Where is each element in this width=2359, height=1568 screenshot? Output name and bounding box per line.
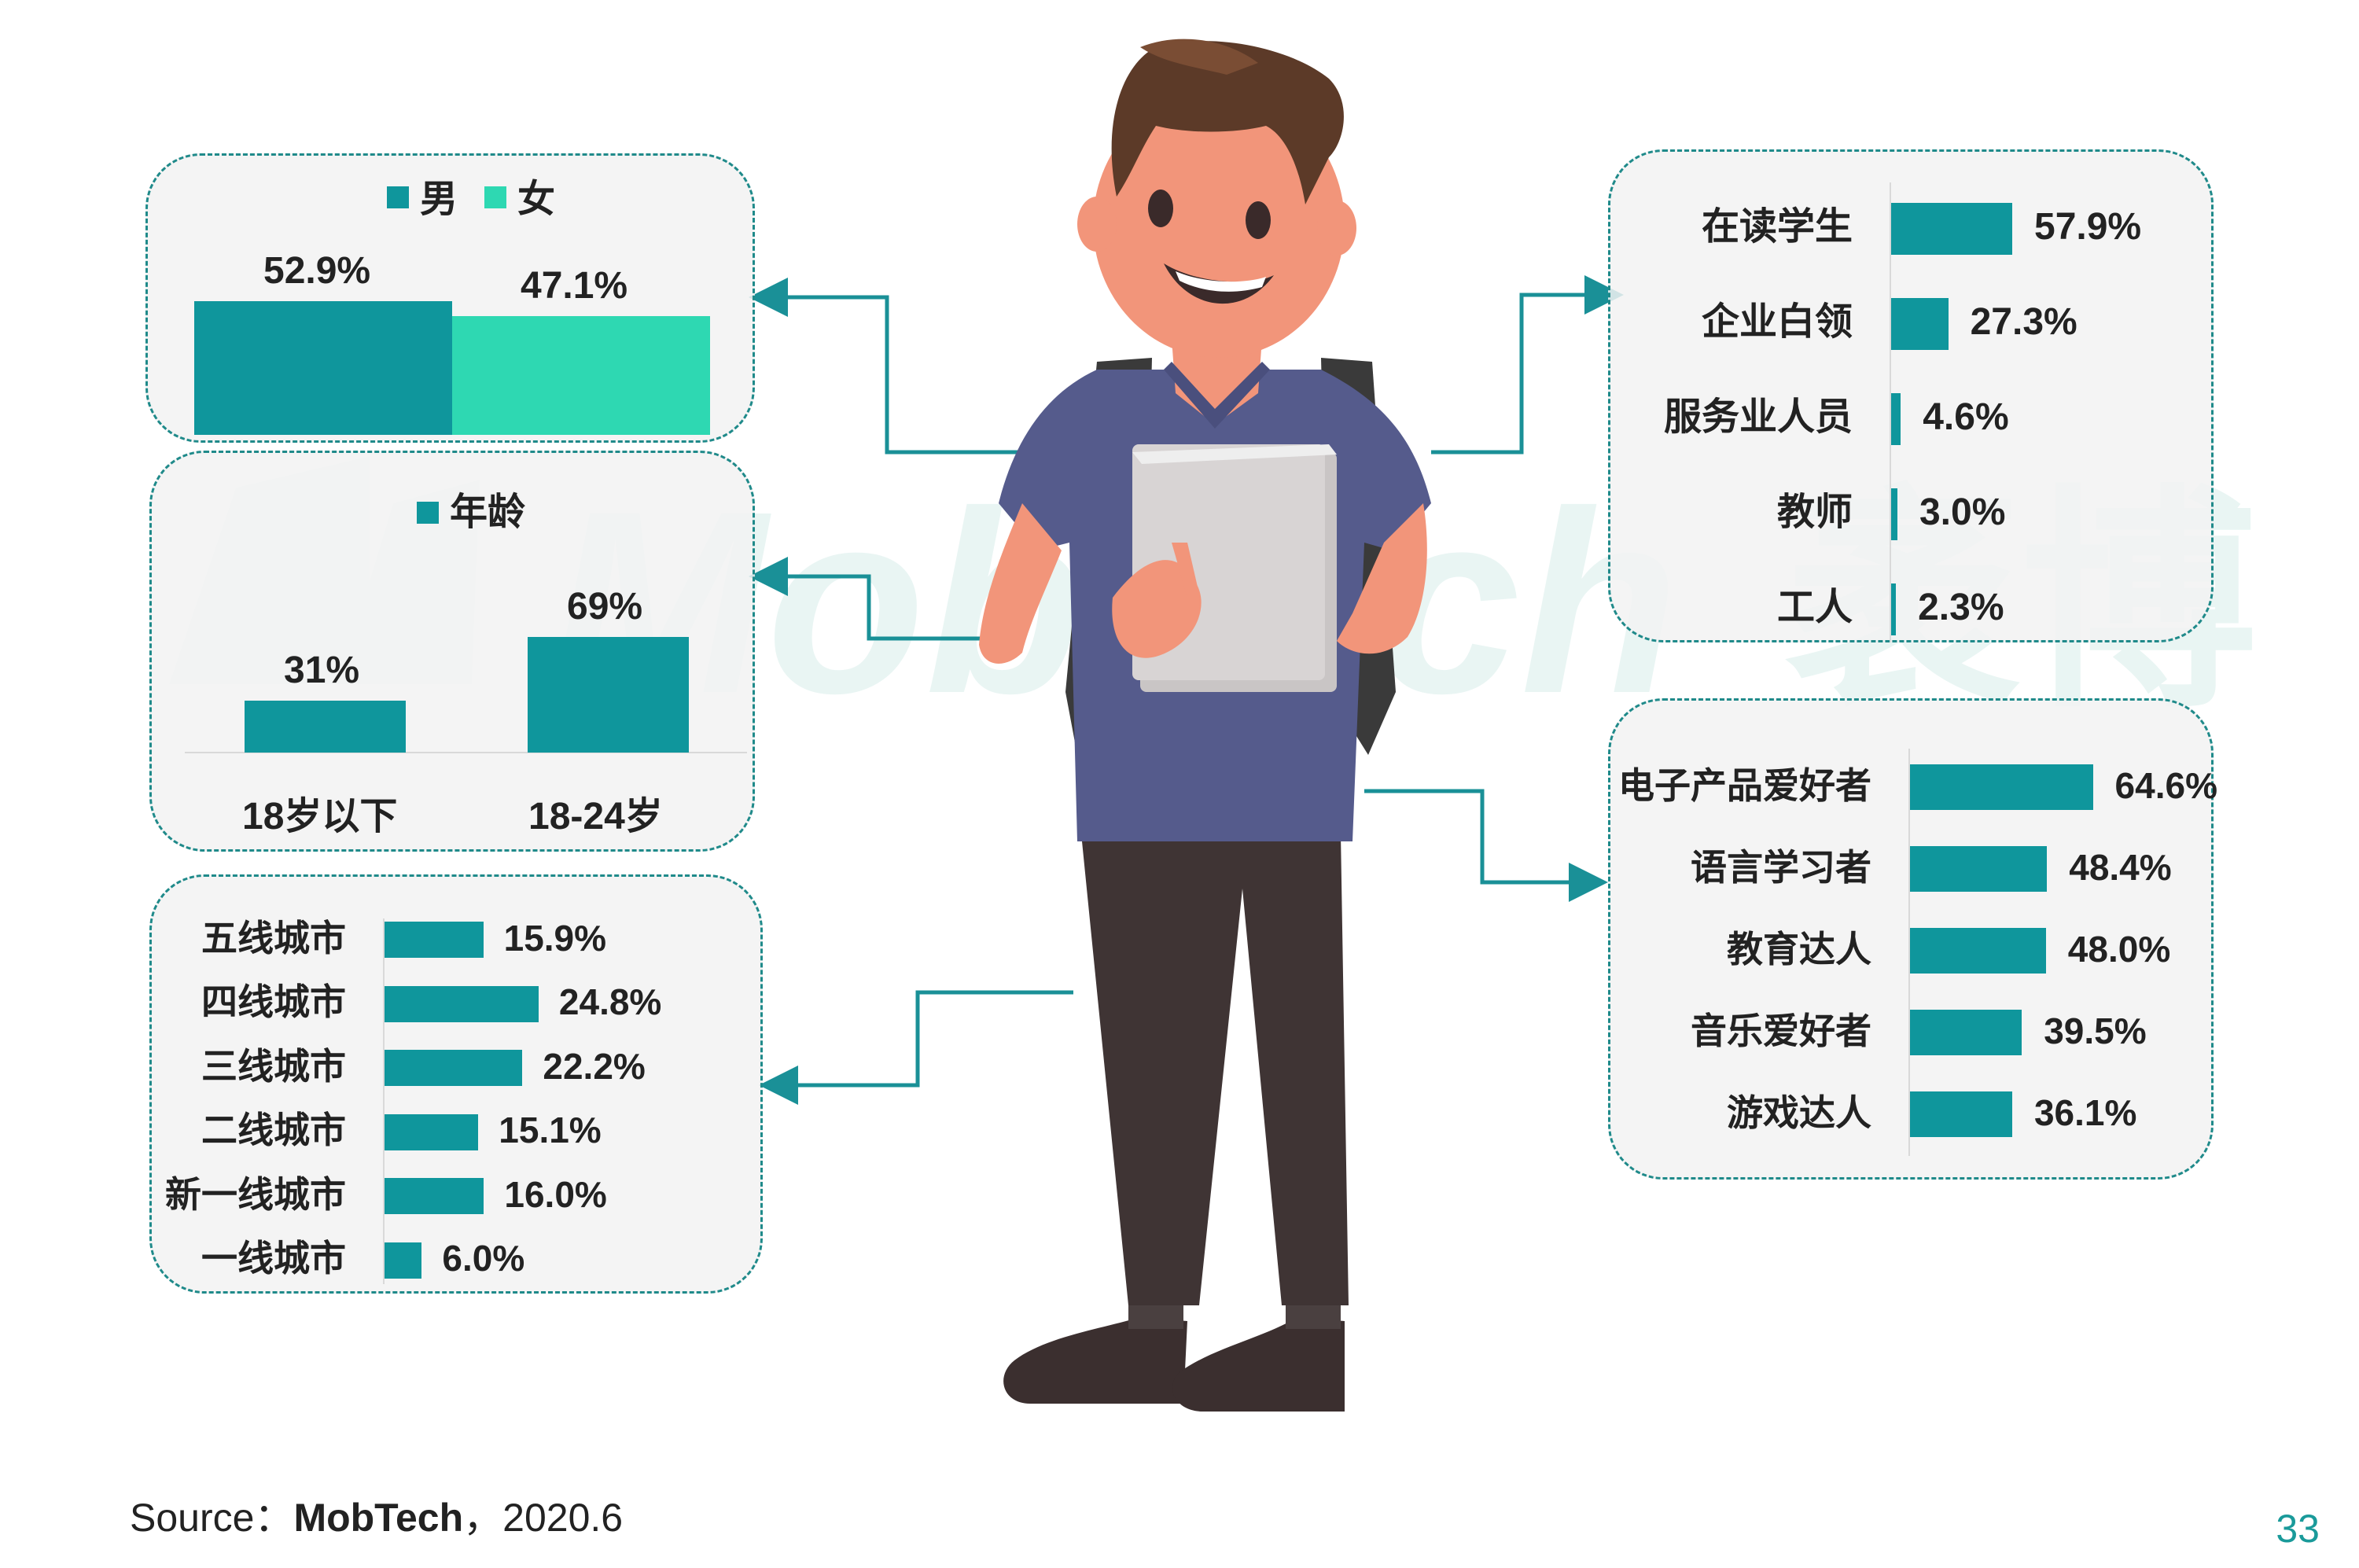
legend-age-swatch: [417, 502, 439, 524]
city-category-label: 四线城市: [201, 981, 346, 1023]
right-eye: [1246, 201, 1271, 239]
age-bar: [245, 700, 406, 753]
city-bar: [385, 1178, 484, 1214]
gender-value-label: 47.1%: [521, 264, 628, 307]
connector-interest: [1364, 789, 1608, 902]
legend-male-label: 男: [420, 179, 458, 220]
age-category-label: 18-24岁: [528, 796, 663, 837]
interest-value-label: 39.5%: [2044, 1010, 2147, 1051]
interest-bar: [1910, 764, 2093, 810]
source-prefix: Source：: [130, 1496, 294, 1540]
page-number: 33: [2276, 1507, 2320, 1551]
city-value-label: 15.1%: [499, 1110, 602, 1151]
occupation-axis-line: [1890, 182, 1891, 642]
city-bar: [385, 922, 484, 958]
age-bar: [528, 637, 689, 753]
occupation-bar: [1891, 488, 1897, 540]
hair: [1111, 41, 1344, 205]
interest-bar: [1910, 846, 2048, 892]
city-category-label: 新一线城市: [165, 1173, 346, 1215]
interest-category-label: 电子产品爱好者: [1618, 764, 1871, 806]
right-arm: [1337, 503, 1427, 654]
city-value-label: 22.2%: [543, 1045, 646, 1087]
interest-bar: [1910, 1010, 2022, 1055]
interest-bar: [1910, 928, 2046, 974]
occupation-category-label: 在读学生: [1701, 205, 1853, 248]
interest-category-label: 游戏达人: [1727, 1091, 1871, 1133]
occupation-value-label: 4.6%: [1923, 396, 2009, 438]
age-value-label: 31%: [284, 649, 360, 691]
occupation-bar: [1891, 203, 2012, 255]
occupation-value-label: 3.0%: [1919, 491, 2006, 533]
legend-age-label: 年龄: [450, 491, 526, 533]
age-category-label: 18岁以下: [242, 796, 398, 837]
gender-value-label: 52.9%: [263, 250, 371, 292]
connector-gender: [749, 278, 1022, 455]
legend-female-label: 女: [517, 179, 556, 220]
source-note: Source：MobTech，2020.6: [130, 1486, 623, 1543]
right-shoe: [1172, 1317, 1345, 1412]
city-category-label: 二线城市: [201, 1110, 346, 1151]
occupation-category-label: 教师: [1776, 491, 1853, 533]
interest-value-label: 64.6%: [2114, 764, 2217, 806]
source-suffix: ，2020.6: [463, 1496, 624, 1540]
left-arm: [979, 503, 1062, 664]
city-value-label: 24.8%: [558, 981, 662, 1023]
connector-age: [749, 557, 983, 641]
hand: [1112, 560, 1202, 658]
occupation-bar: [1891, 583, 1897, 635]
city-bar: [385, 1113, 479, 1150]
occupation-value-label: 2.3%: [1918, 586, 2004, 628]
age-value-label: 69%: [567, 586, 643, 628]
source-name: MobTech: [293, 1496, 464, 1540]
interest-category-label: 音乐爱好者: [1691, 1010, 1871, 1051]
city-bar: [385, 1242, 422, 1279]
head: [1093, 90, 1345, 358]
city-bar: [385, 985, 539, 1022]
city-value-label: 15.9%: [503, 917, 607, 959]
occupation-bar: [1891, 393, 1901, 445]
occupation-category-label: 服务业人员: [1663, 396, 1853, 438]
occupation-value-label: 27.3%: [1970, 300, 2077, 343]
left-shoe: [1003, 1317, 1187, 1404]
gender-bar-0: [194, 301, 452, 435]
age-axis-line: [185, 752, 747, 753]
occupation-category-label: 企业白领: [1701, 300, 1853, 343]
occupation-bar: [1891, 298, 1949, 350]
city-category-label: 五线城市: [201, 917, 346, 959]
left-eye: [1148, 190, 1173, 227]
interest-axis-line: [1908, 749, 1910, 1156]
city-value-label: 16.0%: [504, 1173, 607, 1215]
connector-city: [759, 990, 1073, 1105]
legend-male-swatch: [387, 186, 409, 208]
interest-bar: [1910, 1091, 2012, 1137]
occupation-value-label: 57.9%: [2034, 205, 2142, 248]
pants: [1081, 834, 1349, 1305]
city-bar: [385, 1050, 523, 1086]
city-category-label: 一线城市: [201, 1238, 346, 1279]
interest-value-label: 36.1%: [2033, 1091, 2137, 1133]
occupation-category-label: 工人: [1776, 586, 1853, 628]
interest-category-label: 语言学习者: [1691, 846, 1871, 888]
legend-female-swatch: [484, 186, 506, 208]
city-category-label: 三线城市: [201, 1045, 346, 1087]
city-value-label: 6.0%: [442, 1238, 525, 1279]
connector-occupation: [1431, 275, 1624, 455]
interest-value-label: 48.0%: [2067, 928, 2171, 970]
gender-bar-1: [452, 315, 710, 435]
interest-category-label: 教育达人: [1727, 928, 1871, 970]
city-axis-line: [383, 918, 385, 1284]
interest-value-label: 48.4%: [2069, 846, 2172, 888]
